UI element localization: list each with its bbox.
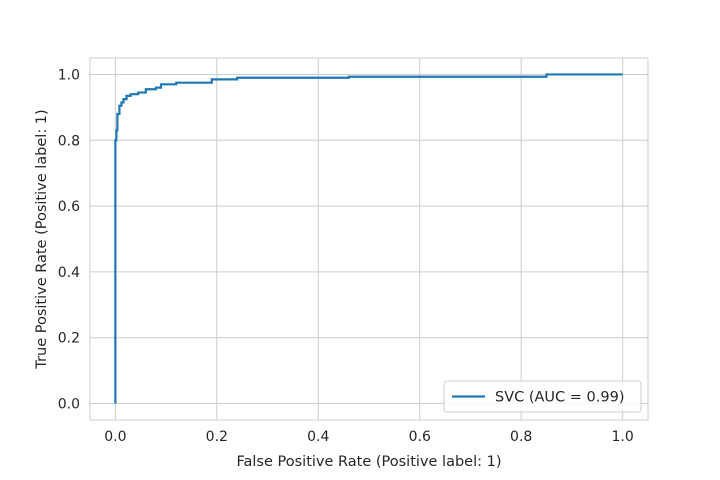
x-tick-label: 1.0 (612, 429, 634, 445)
x-tick-label: 0.8 (510, 429, 532, 445)
y-tick-labels: 0.0 0.2 0.4 0.6 0.8 1.0 (58, 67, 80, 412)
roc-curve-line (114, 73, 623, 404)
y-tick-label: 1.0 (58, 67, 80, 83)
x-tick-label: 0.2 (206, 429, 228, 445)
y-tick-label: 0.4 (58, 265, 80, 281)
x-axis-label: False Positive Rate (Positive label: 1) (237, 454, 502, 470)
y-tick-label: 0.8 (58, 133, 80, 149)
x-tick-label: 0.6 (409, 429, 431, 445)
y-tick-label: 0.0 (58, 397, 80, 413)
x-tick-label: 0.0 (104, 429, 126, 445)
legend-box (443, 380, 642, 413)
plot-area (90, 58, 648, 420)
y-tick-label: 0.6 (58, 199, 80, 215)
x-tick-label: 0.4 (307, 429, 329, 445)
plot-frame (89, 57, 649, 421)
legend: SVC (AUC = 0.99) (443, 380, 642, 413)
grid-lines (90, 58, 648, 420)
legend-label: SVC (AUC = 0.99) (495, 390, 624, 406)
x-tick-labels: 0.0 0.2 0.4 0.6 0.8 1.0 (104, 429, 634, 445)
series-layer (114, 73, 623, 404)
y-tick-label: 0.2 (58, 331, 80, 347)
y-axis-label: True Positive Rate (Positive label: 1) (34, 109, 50, 369)
